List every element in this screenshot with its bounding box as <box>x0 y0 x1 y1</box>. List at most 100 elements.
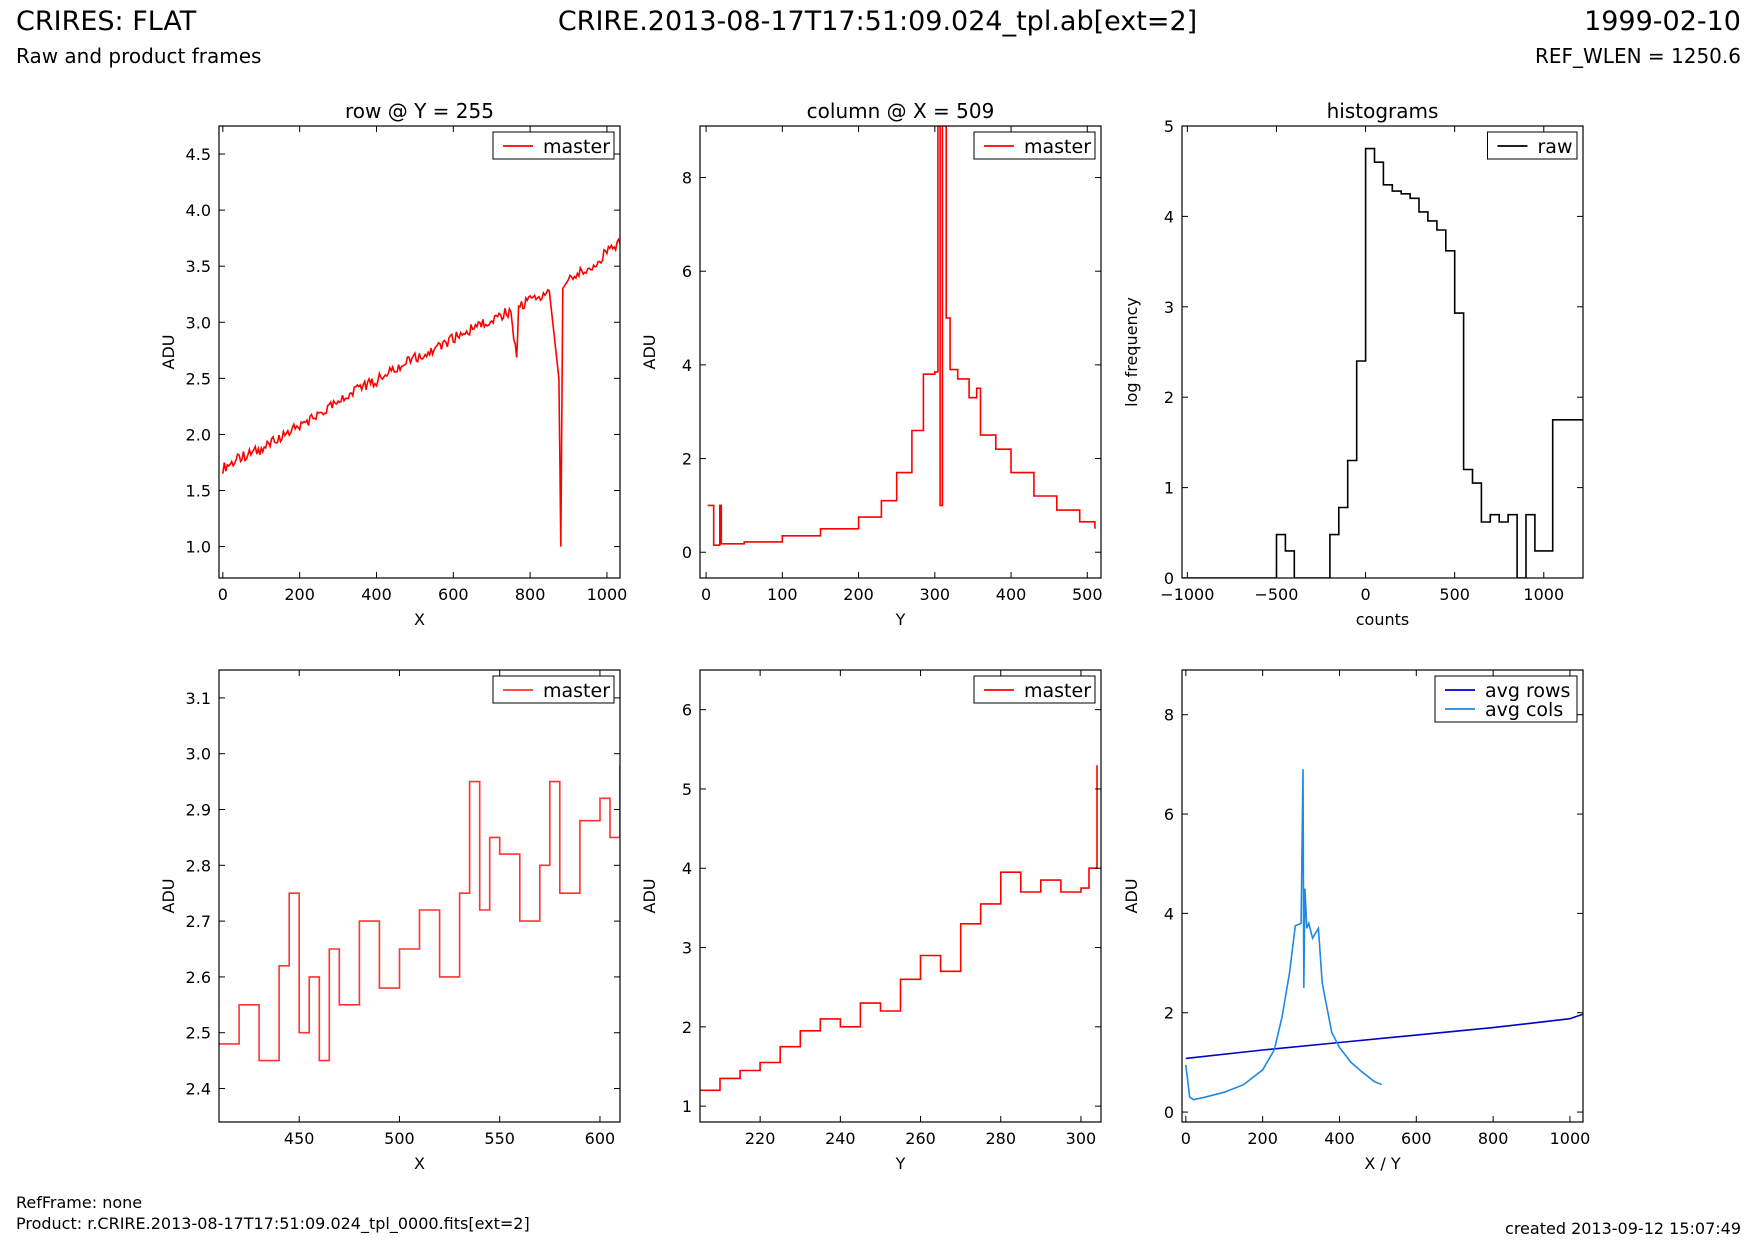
x-tick-label: 500 <box>384 1129 415 1148</box>
x-tick-label: 200 <box>1247 1129 1278 1148</box>
y-tick-label: 2 <box>1164 1004 1174 1023</box>
legend: master <box>492 675 615 704</box>
x-tick-label: 0 <box>1181 1129 1191 1148</box>
legend: master <box>492 131 615 160</box>
series-line-master <box>700 765 1098 1092</box>
plot-frame <box>699 125 1102 579</box>
y-axis-label: ADU <box>640 879 659 914</box>
y-tick-label: 2.4 <box>186 1080 211 1099</box>
x-tick-label: 300 <box>1066 1129 1097 1148</box>
y-tick-label: 8 <box>1164 706 1174 725</box>
y-tick-label: 2 <box>1164 388 1174 407</box>
chart-2: 0 100 200 300 400 500 0 2 4 6 8 column @ X = 509 Y AD… <box>640 99 1103 629</box>
legend: raw <box>1487 131 1578 160</box>
y-tick-label: 2 <box>682 450 692 469</box>
plot-frame <box>1181 669 1584 1123</box>
y-tick-label: 2.7 <box>186 912 211 931</box>
x-tick-label: 400 <box>996 585 1027 604</box>
plot-frame <box>1181 125 1584 579</box>
y-tick-label: 4.0 <box>186 201 211 220</box>
legend: master <box>973 131 1096 160</box>
ref-wlen-label: REF_WLEN = 1250.6 <box>1534 44 1741 68</box>
x-tick-label: 600 <box>585 1129 616 1148</box>
y-tick-label: 1 <box>682 1097 692 1116</box>
x-tick-label: 500 <box>1439 585 1470 604</box>
report-subtitle: Raw and product frames <box>16 44 262 68</box>
legend-label: master <box>543 136 610 158</box>
x-axis-label: X / Y <box>1364 1154 1401 1173</box>
y-tick-label: 3.1 <box>186 689 211 708</box>
y-tick-label: 2.5 <box>186 1024 211 1043</box>
chart-6: 0 200 400 600 800 1000 0 2 4 6 8 X / Y ADU avg rowsav… <box>1122 669 1591 1173</box>
y-axis-label: ADU <box>1122 879 1141 914</box>
legend-label: master <box>543 680 610 702</box>
y-axis-label: log frequency <box>1122 297 1141 407</box>
x-tick-label: −500 <box>1254 585 1298 604</box>
y-axis-label: ADU <box>159 879 178 914</box>
y-tick-label: 4.5 <box>186 145 211 164</box>
x-tick-label: 1000 <box>587 585 628 604</box>
x-tick-label: 300 <box>920 585 951 604</box>
chart-5: 220 240 260 280 300 1 2 3 4 5 6 Y ADU master <box>640 669 1102 1173</box>
y-tick-label: 4 <box>682 859 692 878</box>
y-tick-label: 4 <box>682 356 692 375</box>
report-title: CRIRES: FLAT <box>16 6 197 37</box>
chart-title: column @ X = 509 <box>807 99 995 123</box>
x-axis-label: Y <box>895 1154 906 1173</box>
y-tick-label: 2.8 <box>186 856 211 875</box>
x-tick-label: 280 <box>985 1129 1016 1148</box>
series-line-avg-cols <box>1185 769 1383 1101</box>
series-line-master <box>219 764 620 1062</box>
y-axis-label: ADU <box>640 335 659 370</box>
legend-label: master <box>1024 680 1091 702</box>
legend-label: avg rows <box>1485 680 1570 702</box>
x-tick-label: 0 <box>701 585 711 604</box>
x-tick-label: −1000 <box>1160 585 1214 604</box>
series-line-raw <box>1182 147 1583 578</box>
legend-label: avg cols <box>1485 699 1563 721</box>
refframe-label: RefFrame: none <box>16 1193 143 1212</box>
y-tick-label: 2.5 <box>186 369 211 388</box>
x-axis-label: X <box>414 1154 425 1173</box>
plot-frame <box>218 125 621 579</box>
legend-label: raw <box>1538 136 1573 158</box>
y-tick-label: 4 <box>1164 207 1174 226</box>
x-tick-label: 800 <box>515 585 546 604</box>
x-tick-label: 600 <box>1401 1129 1432 1148</box>
y-tick-label: 3.5 <box>186 257 211 276</box>
y-tick-label: 3 <box>682 939 692 958</box>
x-axis-label: X <box>414 610 425 629</box>
x-tick-label: 400 <box>361 585 392 604</box>
chart-1: 0 200 400 600 800 1000 1.0 1.5 2.0 2.5 3.0 3.5 4.0 4.… <box>159 99 627 629</box>
chart-4: 450 500 550 600 2.4 2.5 2.6 2.7 2.8 2.9 3.0 3.1 X ADU… <box>159 669 621 1173</box>
y-tick-label: 2.0 <box>186 425 211 444</box>
file-title: CRIRE.2013-08-17T17:51:09.024_tpl.ab[ext… <box>557 6 1198 37</box>
product-label: Product: r.CRIRE.2013-08-17T17:51:09.024… <box>16 1214 530 1233</box>
x-tick-label: 450 <box>284 1129 315 1148</box>
legend-label: master <box>1024 136 1091 158</box>
x-tick-label: 600 <box>438 585 469 604</box>
y-tick-label: 5 <box>682 780 692 799</box>
plot-frame <box>218 669 621 1123</box>
y-tick-label: 2 <box>682 1018 692 1037</box>
x-tick-label: 1000 <box>1550 1129 1591 1148</box>
y-tick-label: 6 <box>682 262 692 281</box>
y-tick-label: 3.0 <box>186 745 211 764</box>
x-tick-label: 100 <box>767 585 798 604</box>
x-tick-label: 220 <box>745 1129 776 1148</box>
y-tick-label: 4 <box>1164 904 1174 923</box>
y-tick-label: 2.6 <box>186 968 211 987</box>
y-tick-label: 1.5 <box>186 482 211 501</box>
y-tick-label: 0 <box>1164 569 1174 588</box>
plot-frame <box>699 669 1102 1123</box>
series-line-master <box>222 237 620 547</box>
x-axis-label: Y <box>895 610 906 629</box>
x-tick-label: 0 <box>218 585 228 604</box>
y-tick-label: 0 <box>1164 1103 1174 1122</box>
y-tick-label: 1.0 <box>186 538 211 557</box>
y-tick-label: 6 <box>1164 805 1174 824</box>
x-tick-label: 1000 <box>1523 585 1564 604</box>
legend: master <box>973 675 1096 704</box>
